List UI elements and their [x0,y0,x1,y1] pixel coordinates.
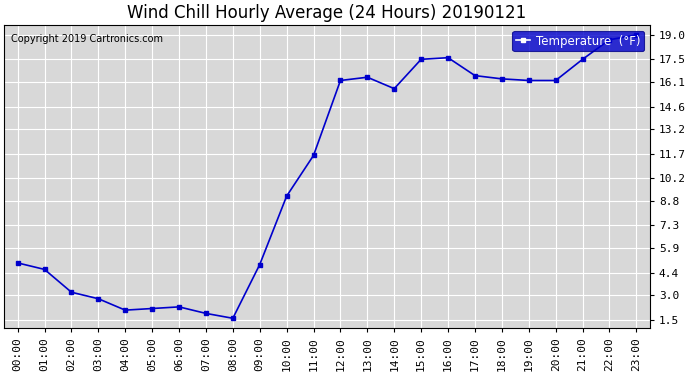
Legend: Temperature  (°F): Temperature (°F) [512,31,644,51]
Title: Wind Chill Hourly Average (24 Hours) 20190121: Wind Chill Hourly Average (24 Hours) 201… [128,4,526,22]
Text: Copyright 2019 Cartronics.com: Copyright 2019 Cartronics.com [10,34,163,44]
